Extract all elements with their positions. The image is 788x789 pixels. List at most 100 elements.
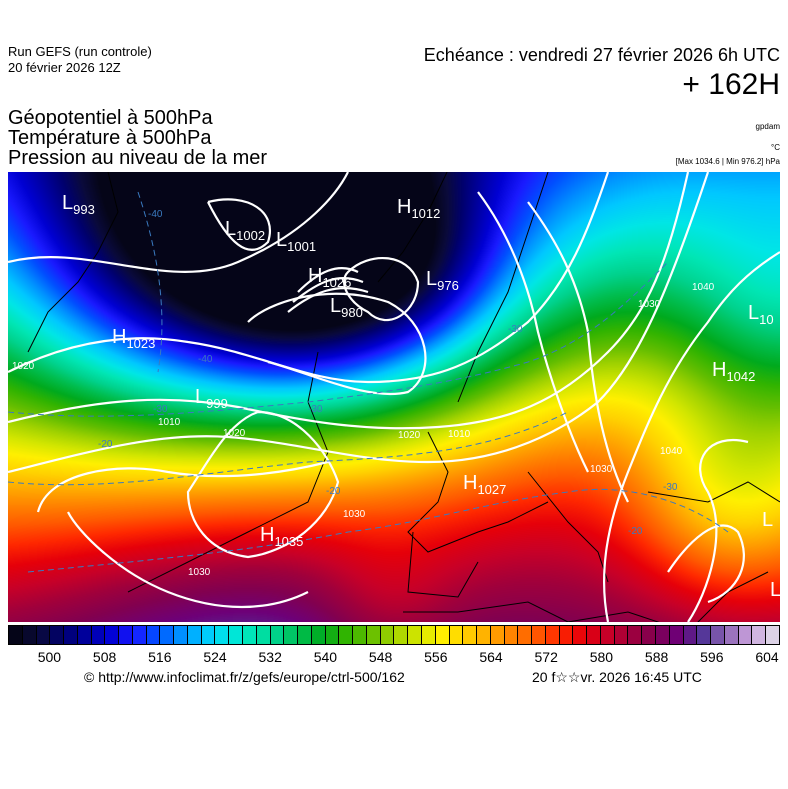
isotherm-label: -40 <box>148 209 163 220</box>
colorbar-tick-label: 532 <box>258 649 282 665</box>
colorbar-cell <box>573 626 588 644</box>
colorbar-cell <box>22 626 37 644</box>
pressure-center-low: L <box>762 509 773 531</box>
colorbar-cell <box>50 626 65 644</box>
colorbar-cell <box>600 626 615 644</box>
colorbar <box>8 625 780 645</box>
colorbar-cell <box>380 626 395 644</box>
colorbar-cell <box>559 626 574 644</box>
isobar-label: 1040 <box>660 446 683 457</box>
pressure-center-high: H1027 <box>463 472 506 497</box>
colorbar-cell <box>614 626 629 644</box>
isotherm-label: -30 <box>153 404 168 415</box>
isotherm-label: -20 <box>628 526 643 537</box>
colorbar-cell <box>77 626 92 644</box>
coastlines <box>27 172 780 622</box>
colorbar-tick-label: 508 <box>92 649 117 665</box>
colorbar-cell <box>628 626 643 644</box>
colorbar-cell <box>119 626 133 644</box>
isobar-label: 1030 <box>638 299 661 310</box>
colorbar-cell <box>518 626 533 644</box>
colorbar-tick-label: 580 <box>589 649 614 665</box>
coastline-greenland-west <box>27 172 119 353</box>
pressure-center-low: L993 <box>62 192 95 217</box>
colorbar-cell <box>587 626 601 644</box>
isobar-label: 1030 <box>343 509 366 520</box>
colorbar-cell <box>394 626 409 644</box>
variable-mslp: Pression au niveau de la mer <box>8 147 268 169</box>
isobars <box>8 172 780 622</box>
colorbar-cell <box>325 626 340 644</box>
coastline-west-europe <box>407 431 549 553</box>
generated-time: 20 f☆☆vr. 2026 16:45 UTC <box>532 669 702 685</box>
pressure-center-high: H1042 <box>712 359 755 384</box>
pressure-center-high: H1035 <box>260 524 303 549</box>
colorbar-cell <box>421 626 436 644</box>
copyright-url[interactable]: © http://www.infoclimat.fr/z/gefs/europe… <box>84 669 405 685</box>
colorbar-tick-label: 604 <box>755 649 779 665</box>
colorbar-cell <box>284 626 299 644</box>
pressure-center-labels: L993 L1002 L1001 H1026 L980 H1012 L976 H1023 L99… <box>62 192 780 601</box>
colorbar-cell <box>201 626 216 644</box>
colorbar-tick-label: 548 <box>368 649 393 665</box>
colorbar-cell <box>766 626 779 644</box>
colorbar-tick-label: 516 <box>148 649 172 665</box>
colorbar-tick-label: 572 <box>534 649 558 665</box>
colorbar-cell <box>215 626 230 644</box>
isobar-label: 1010 <box>158 417 181 428</box>
colorbar-tick-label: 500 <box>37 649 62 665</box>
isobar-label: 1030 <box>188 567 211 578</box>
isotherm-label: -30 <box>508 324 523 335</box>
colorbar-cell <box>504 626 519 644</box>
unit-temperature: °C <box>771 143 780 152</box>
colorbar-cell <box>435 626 450 644</box>
run-date: 20 février 2026 12Z <box>8 60 121 75</box>
colorbar-cell <box>738 626 753 644</box>
isotherm-label: -30 <box>308 404 323 415</box>
colorbar-cell <box>642 626 656 644</box>
colorbar-cell <box>545 626 560 644</box>
isotherm-label: -20 <box>326 486 341 497</box>
coastline-italy-balkans <box>527 471 609 583</box>
colorbar-cell <box>256 626 271 644</box>
coastline-greenland-east <box>377 172 448 283</box>
isotherms <box>8 191 729 573</box>
colorbar-cell <box>449 626 464 644</box>
colorbar-cell <box>711 626 725 644</box>
colorbar-cell <box>683 626 698 644</box>
colorbar-cell <box>36 626 51 644</box>
colorbar-tick-label: 596 <box>700 649 724 665</box>
colorbar-cell <box>353 626 367 644</box>
colorbar-cell <box>64 626 78 644</box>
valid-time: Echéance : vendredi 27 février 2026 6h U… <box>423 45 780 65</box>
colorbar-cell <box>655 626 670 644</box>
geopotential-field <box>8 172 780 622</box>
map-area: L993 L1002 L1001 H1026 L980 H1012 L976 H1023 L99… <box>8 172 780 622</box>
colorbar-cell <box>229 626 244 644</box>
colorbar-cell <box>477 626 491 644</box>
isotherm-label: -40 <box>198 354 213 365</box>
colorbar-cell <box>532 626 546 644</box>
isobar-overlay: L993 L1002 L1001 H1026 L980 H1012 L976 H1023 L99… <box>8 172 780 622</box>
colorbar-cell <box>132 626 147 644</box>
pressure-center-high: H1023 <box>112 326 155 351</box>
pressure-center-low: L999 <box>195 386 228 411</box>
colorbar-cell <box>366 626 381 644</box>
colorbar-cell <box>146 626 161 644</box>
coastline-north-america <box>127 351 329 593</box>
colorbar-cell <box>463 626 478 644</box>
isobar-label: 1020 <box>223 428 246 439</box>
colorbar-cell <box>697 626 712 644</box>
isobar-label: 1040 <box>692 282 715 293</box>
variable-geopotential: Géopotentiel à 500hPa <box>8 107 213 129</box>
pressure-center-low: L980 <box>330 295 363 320</box>
lead-time: + 162H <box>682 68 780 101</box>
colorbar-cell <box>91 626 106 644</box>
colorbar-cell <box>187 626 202 644</box>
colorbar-tick-label: 524 <box>203 649 227 665</box>
isobar-label: 1010 <box>448 429 471 440</box>
colorbar-cell <box>270 626 285 644</box>
pressure-center-high: H1012 <box>397 196 440 221</box>
pressure-center-low: L1002 <box>225 218 265 243</box>
